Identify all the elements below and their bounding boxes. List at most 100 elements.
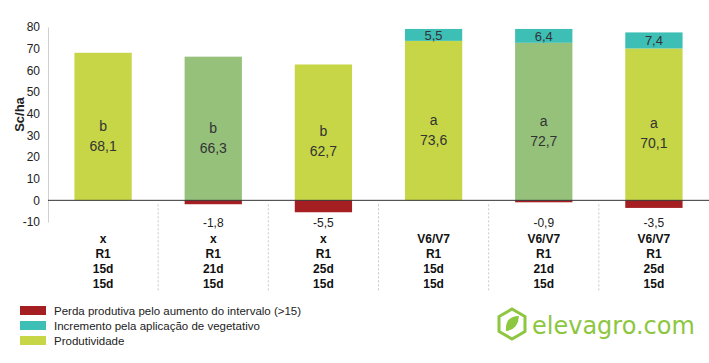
- x-tick-label-line: 15d: [423, 277, 444, 291]
- data-label: -3,5: [644, 216, 665, 230]
- annotation-letter: a: [650, 115, 658, 131]
- x-tick-label-line: 25d: [644, 262, 665, 276]
- bars: [74, 29, 682, 212]
- y-tick: 0: [33, 194, 48, 208]
- y-tick: 70: [27, 42, 48, 56]
- x-tick-label-line: R1: [646, 247, 662, 261]
- x-tick-label-line: x: [210, 232, 217, 246]
- bar: [515, 43, 572, 201]
- y-tick: 60: [27, 64, 48, 78]
- y-tick-label: 70: [27, 42, 41, 56]
- logo-hexagon: [499, 309, 525, 339]
- data-label: -0,9: [533, 216, 554, 230]
- bar: [295, 200, 352, 212]
- legend-label: Incremento pela aplicação de vegetativo: [54, 320, 260, 332]
- y-tick-label: 80: [27, 20, 41, 34]
- data-label: 6,4: [535, 29, 553, 44]
- x-tick-label-line: 21d: [203, 262, 224, 276]
- source-logo-text: elevagro.com: [532, 312, 695, 340]
- logo: elevagro.com: [499, 309, 695, 340]
- bar: [185, 57, 242, 201]
- annotation-letter: b: [99, 118, 107, 134]
- bar: [295, 64, 352, 200]
- x-tick-label-line: 15d: [533, 277, 554, 291]
- annotation-letter: a: [540, 113, 548, 129]
- y-axis-line: [48, 28, 49, 223]
- x-tick-label-line: V6/V7: [527, 232, 560, 246]
- x-tick: xR125d15d: [313, 222, 334, 291]
- logo-leaf: [506, 316, 519, 331]
- x-tick-label-line: x: [100, 232, 107, 246]
- legend-swatch: [20, 336, 46, 345]
- category-separator: [488, 204, 489, 292]
- x-tick-label-line: 25d: [313, 262, 334, 276]
- legend-label: Produtividade: [54, 335, 124, 347]
- x-tick-label-line: 15d: [423, 262, 444, 276]
- chart-container: -1001020304050607080Sc/hab68,1b66,3b62,7…: [0, 0, 709, 363]
- x-tick-label-line: 15d: [93, 262, 114, 276]
- x-tick-label-line: R1: [316, 247, 332, 261]
- data-label: -1,8: [203, 216, 224, 230]
- x-tick-label-line: 15d: [644, 277, 665, 291]
- data-label: 66,3: [200, 140, 227, 156]
- x-tick-label-line: 15d: [313, 277, 334, 291]
- x-tick-label: xR125d15d: [313, 232, 334, 291]
- data-label: -5,5: [313, 216, 334, 230]
- bar: [185, 200, 242, 204]
- x-tick-label: xR121d15d: [203, 232, 224, 291]
- data-label: 70,1: [640, 135, 667, 151]
- y-tick-label: 20: [27, 150, 41, 164]
- x-tick-label-line: x: [320, 232, 327, 246]
- y-tick: 20: [27, 150, 48, 164]
- x-tick-label-line: R1: [536, 247, 552, 261]
- x-tick-label-line: 21d: [533, 262, 554, 276]
- x-tick-label-line: R1: [206, 247, 222, 261]
- y-tick: 50: [27, 85, 48, 99]
- bar: [74, 53, 131, 201]
- y-tick: 80: [27, 20, 48, 34]
- y-tick: -10: [23, 215, 48, 229]
- data-label: 73,6: [420, 132, 447, 148]
- x-tick-label-line: V6/V7: [417, 232, 450, 246]
- y-tick-label: 40: [27, 107, 41, 121]
- data-label: 5,5: [425, 28, 443, 43]
- x-tick-label: V6/V7R121d15d: [527, 232, 560, 291]
- category-separator: [268, 204, 269, 292]
- category-separator: [598, 204, 599, 292]
- y-tick-label: 50: [27, 85, 41, 99]
- y-axis-title: Sc/ha: [12, 96, 27, 131]
- bar: [625, 32, 682, 48]
- legend-swatch: [20, 306, 46, 315]
- y-tick: 10: [27, 172, 48, 186]
- data-labels: b68,1b66,3b62,7a73,6a72,7a70,15,56,47,4-…: [89, 28, 667, 230]
- chart-svg: -1001020304050607080Sc/hab68,1b66,3b62,7…: [0, 0, 709, 363]
- x-tick-label-line: R1: [95, 247, 111, 261]
- y-tick-label: 30: [27, 129, 41, 143]
- annotation-letter: b: [209, 120, 217, 136]
- x-tick: xR115d15d: [93, 222, 114, 291]
- x-tick-label: xR115d15d: [93, 232, 114, 291]
- category-separator: [158, 204, 159, 292]
- y-tick-label: -10: [23, 215, 41, 229]
- x-tick: V6/V7R115d15d: [417, 222, 450, 291]
- x-tick: V6/V7R125d15d: [638, 222, 671, 291]
- legend-label: Perda produtiva pelo aumento do interval…: [54, 305, 301, 317]
- x-tick-label-line: 15d: [203, 277, 224, 291]
- x-tick-label: V6/V7R125d15d: [638, 232, 671, 291]
- y-tick: 40: [27, 107, 48, 121]
- x-tick-label-line: V6/V7: [638, 232, 671, 246]
- annotation-letter: b: [320, 123, 328, 139]
- legend-swatch: [20, 321, 46, 330]
- y-tick-label: 10: [27, 172, 41, 186]
- annotation-letter: a: [430, 112, 438, 128]
- legend: Perda produtiva pelo aumento do interval…: [20, 305, 301, 347]
- x-tick-label-line: 15d: [93, 277, 114, 291]
- category-separator: [378, 204, 379, 292]
- x-tick-label-line: R1: [426, 247, 442, 261]
- y-tick-label: 60: [27, 64, 41, 78]
- data-label: 72,7: [530, 133, 557, 149]
- zero-line: [48, 200, 709, 201]
- y-tick-label: 0: [33, 194, 40, 208]
- bar: [625, 200, 682, 208]
- data-label: 68,1: [89, 138, 116, 154]
